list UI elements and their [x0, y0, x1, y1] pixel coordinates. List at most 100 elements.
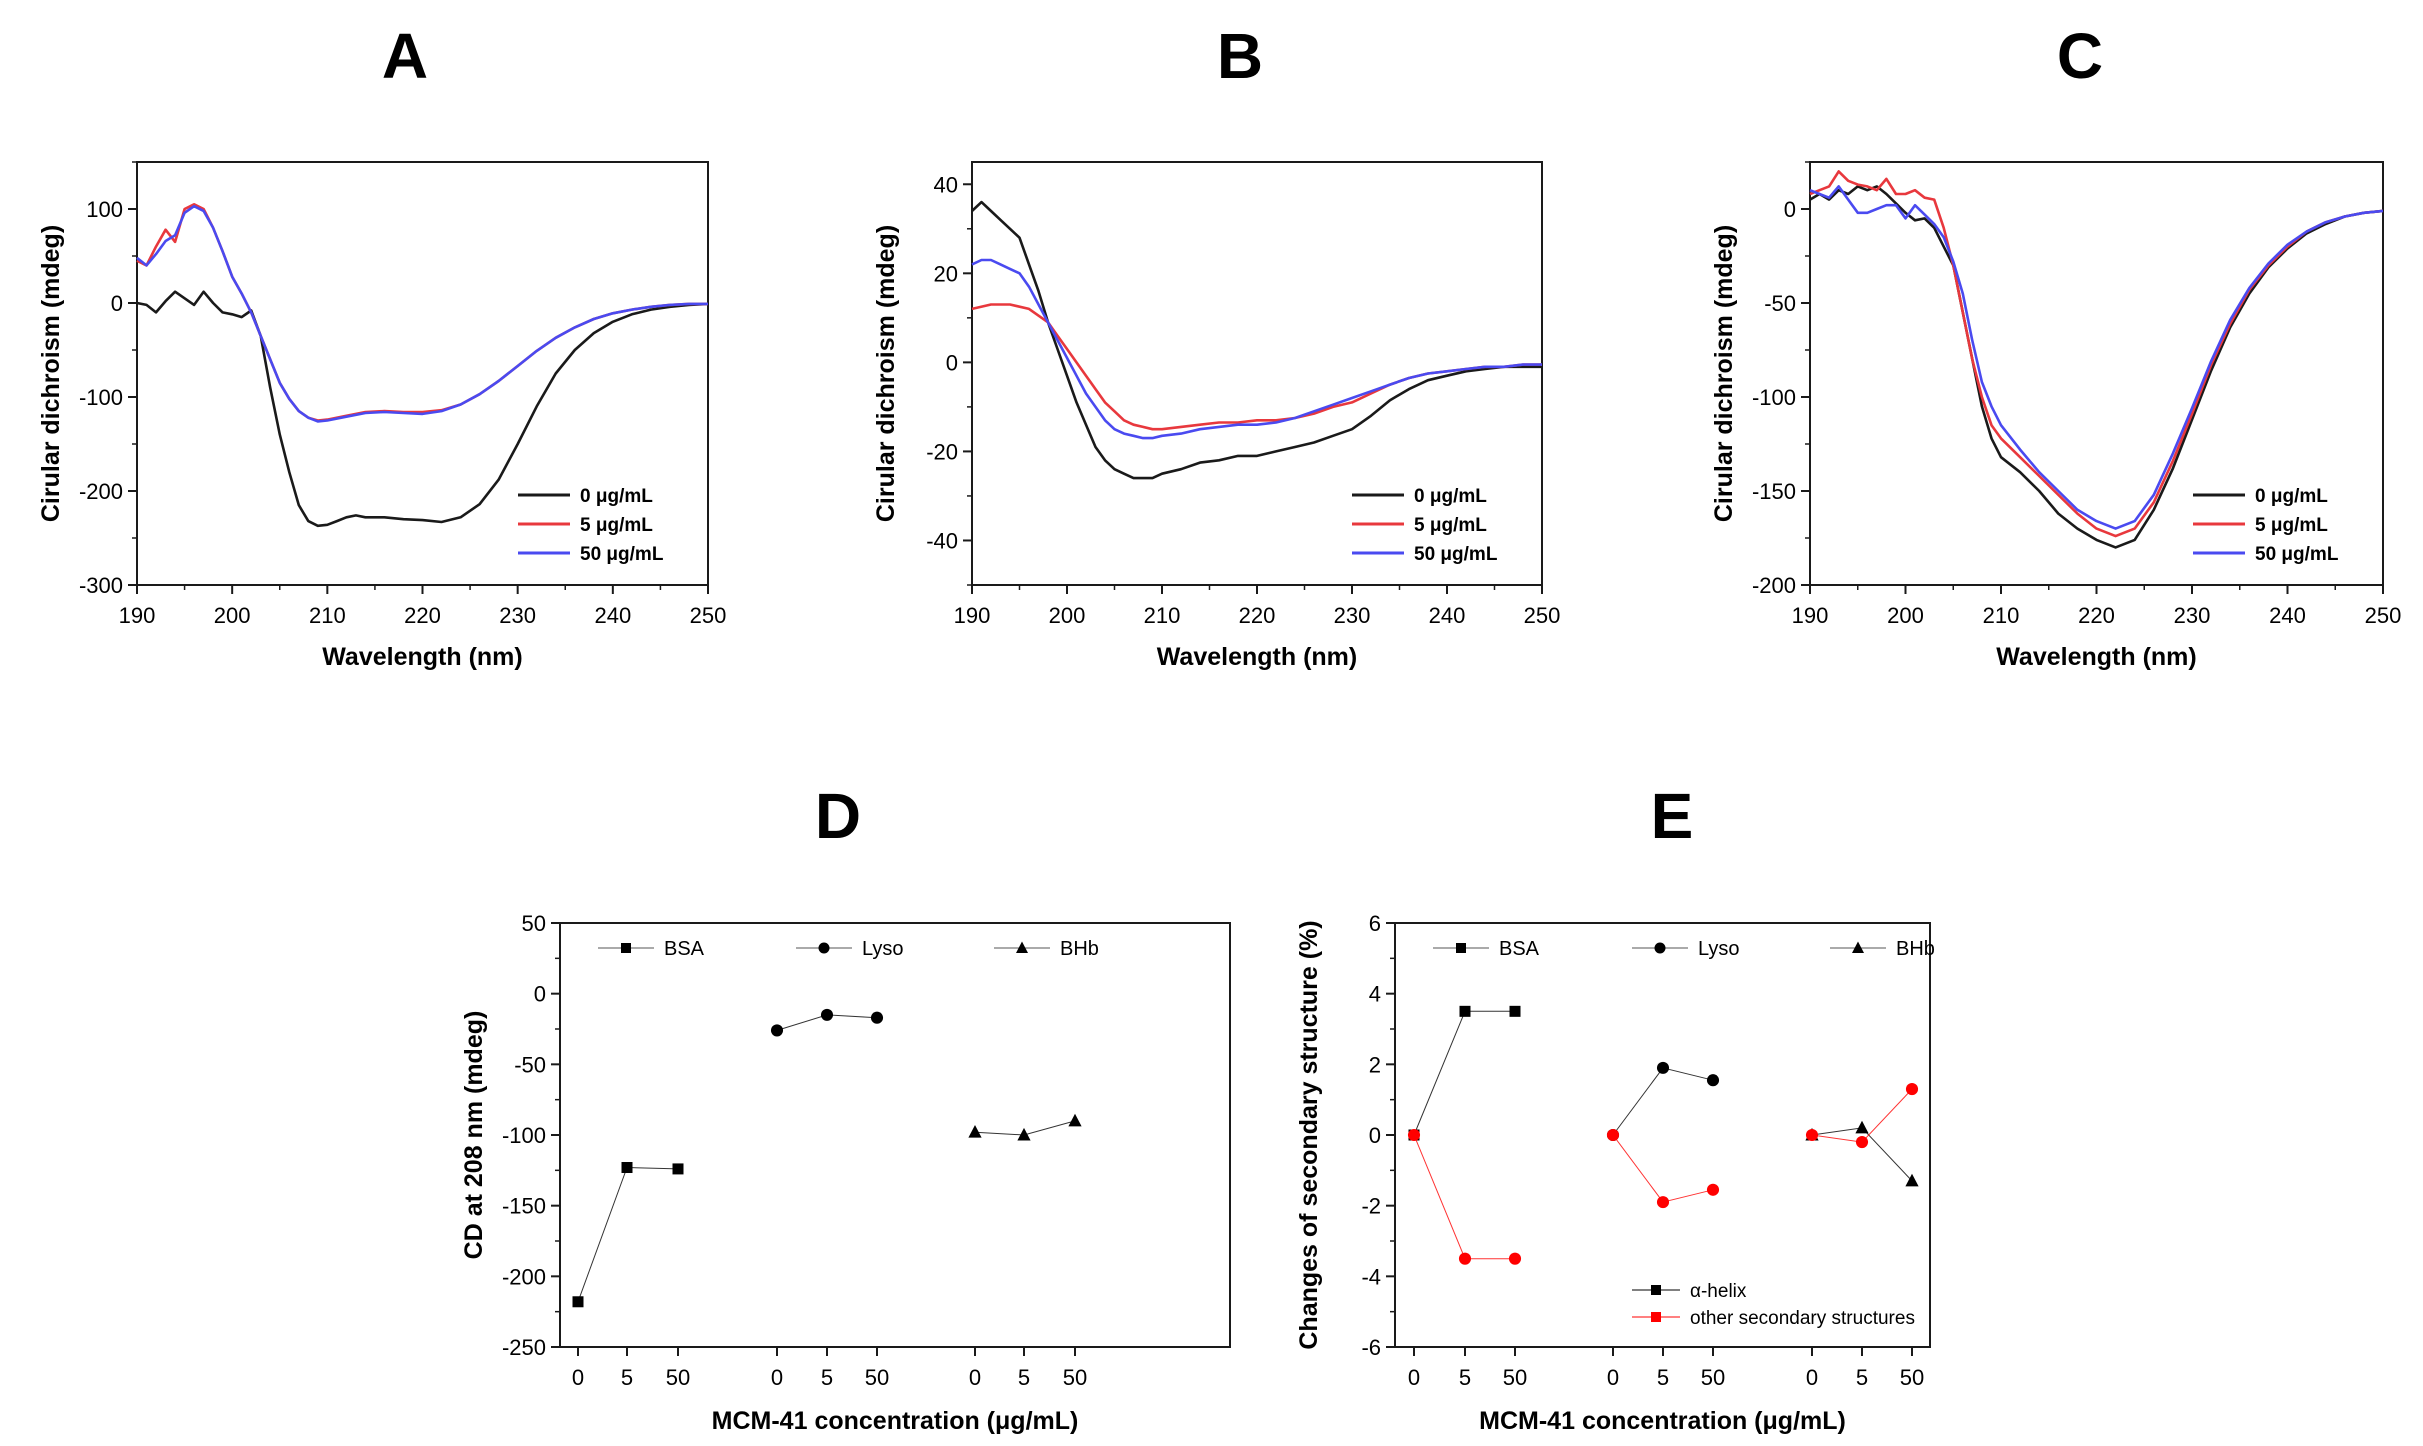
- x-tick-label: 190: [1792, 603, 1829, 628]
- legend-label: BSA: [1499, 938, 1540, 960]
- data-point-lyso: [870, 1011, 884, 1024]
- y-tick-label: -150: [1752, 479, 1796, 504]
- y-tick-label: -2: [1361, 1194, 1381, 1219]
- legend-label: BSA: [664, 938, 705, 960]
- data-point-bsa: [672, 1163, 684, 1175]
- x-tick-label: 190: [119, 603, 156, 628]
- x-tick-label: 0: [1408, 1365, 1420, 1390]
- x-tick-label: 200: [1049, 603, 1086, 628]
- series-line-0gml: [136, 290, 709, 528]
- plot-frame: [559, 922, 1231, 1348]
- y-tick-label: 4: [1369, 982, 1381, 1007]
- panel-letter-e: E: [1651, 780, 1694, 852]
- legend-marker: [1651, 1285, 1661, 1295]
- y-tick-label: -200: [79, 479, 123, 504]
- legend-marker: [1651, 1312, 1661, 1322]
- x-tick-label: 50: [1503, 1365, 1527, 1390]
- x-tick-label: 210: [309, 603, 346, 628]
- x-axis-label: Wavelength (nm): [1157, 643, 1357, 671]
- y-tick-label: 0: [946, 350, 958, 375]
- panel-letter-a: A: [382, 20, 428, 92]
- data-point-bhb: [1855, 1120, 1869, 1134]
- data-point-bsa: [1509, 1005, 1521, 1017]
- data-point-lyso: [1706, 1074, 1720, 1087]
- series-line-lyso: [1612, 1067, 1714, 1136]
- x-tick-label: 50: [666, 1365, 690, 1390]
- data-point-bhb: [1855, 1136, 1869, 1149]
- x-tick-label: 50: [865, 1365, 889, 1390]
- legend-label: 0 μg/mL: [580, 486, 653, 507]
- x-tick-label: 230: [1334, 603, 1371, 628]
- y-tick-label: -300: [79, 573, 123, 598]
- y-tick-label: 20: [934, 261, 958, 286]
- plot-frame: [1394, 922, 1931, 1348]
- series-line-50gml: [971, 258, 1542, 440]
- data-point-lyso: [1656, 1196, 1670, 1209]
- data-point-bsa: [1459, 1005, 1471, 1017]
- legend-label: 5 μg/mL: [580, 515, 653, 536]
- y-axis-label: Changes of secondary structure (%): [1295, 920, 1323, 1349]
- data-point-lyso: [770, 1024, 784, 1037]
- y-tick-label: -40: [926, 528, 958, 553]
- y-tick-label: 0: [111, 291, 123, 316]
- legend-label: 5 μg/mL: [2255, 515, 2328, 536]
- y-tick-label: -20: [926, 439, 958, 464]
- y-tick-label: 0: [534, 982, 546, 1007]
- legend-label: 0 μg/mL: [1414, 486, 1487, 507]
- chart-panel-d: -250 -200 -150 -100 -50 0 50 0 5 50 0 5 50 0 5 50 MCM-41…: [460, 911, 1231, 1435]
- chart-panel-c: 190 200 210 220 230 240 250 -200 -150 -100 -50 0 Wav…: [1710, 161, 2401, 671]
- series-line-bhb: [1811, 1127, 1913, 1182]
- legend-marker: [1654, 942, 1666, 954]
- x-tick-label: 210: [1144, 603, 1181, 628]
- series-line-5gml: [1809, 170, 2384, 538]
- data-point-lyso: [820, 1008, 834, 1021]
- x-tick-label: 50: [1063, 1365, 1087, 1390]
- legend-label: Lyso: [862, 938, 904, 960]
- y-tick-label: -4: [1361, 1264, 1381, 1289]
- panel-letter-d: D: [815, 780, 861, 852]
- y-tick-label: 0: [1369, 1123, 1381, 1148]
- data-point-bsa: [572, 1296, 584, 1308]
- x-tick-label: 240: [2269, 603, 2306, 628]
- data-point-bhb: [1805, 1128, 1819, 1142]
- x-tick-label: 220: [404, 603, 441, 628]
- data-point-lyso: [1656, 1061, 1670, 1074]
- x-tick-label: 250: [1524, 603, 1561, 628]
- y-tick-label: 6: [1369, 911, 1381, 936]
- x-tick-label: 0: [969, 1365, 981, 1390]
- y-tick-label: -250: [502, 1335, 546, 1360]
- y-tick-label: 0: [1784, 197, 1796, 222]
- legend-label: 50 μg/mL: [2255, 544, 2339, 565]
- series-line-5gml: [971, 303, 1542, 431]
- series-line-lyso: [1612, 1134, 1714, 1203]
- legend-marker: [1456, 943, 1466, 953]
- x-tick-label: 5: [821, 1365, 833, 1390]
- x-tick-label: 0: [1607, 1365, 1619, 1390]
- x-tick-label: 200: [214, 603, 251, 628]
- y-axis-label: Cirular dichroism (mdeg): [37, 225, 65, 522]
- x-tick-label: 0: [1806, 1365, 1818, 1390]
- legend-label: BHb: [1060, 938, 1099, 960]
- data-point-bsa: [1458, 1252, 1472, 1265]
- data-point-bhb: [1905, 1083, 1919, 1096]
- series-line-bsa: [1413, 1010, 1515, 1136]
- x-axis-label: Wavelength (nm): [1996, 643, 2196, 671]
- y-tick-label: -200: [502, 1264, 546, 1289]
- series-line-50gml: [1809, 185, 2384, 530]
- x-tick-label: 220: [1239, 603, 1276, 628]
- data-point-bsa: [621, 1162, 633, 1174]
- data-point-lyso: [1606, 1128, 1620, 1142]
- y-tick-label: -50: [514, 1052, 546, 1077]
- y-tick-label: -50: [1764, 291, 1796, 316]
- y-tick-label: -6: [1361, 1335, 1381, 1360]
- x-tick-label: 230: [499, 603, 536, 628]
- x-tick-label: 5: [1657, 1365, 1669, 1390]
- x-tick-label: 250: [690, 603, 727, 628]
- x-tick-label: 5: [621, 1365, 633, 1390]
- legend-label: 50 μg/mL: [1414, 544, 1498, 565]
- y-tick-label: 40: [934, 172, 958, 197]
- legend-marker: [1852, 941, 1864, 953]
- legend-marker: [818, 942, 830, 954]
- x-tick-label: 240: [594, 603, 631, 628]
- x-tick-label: 5: [1856, 1365, 1868, 1390]
